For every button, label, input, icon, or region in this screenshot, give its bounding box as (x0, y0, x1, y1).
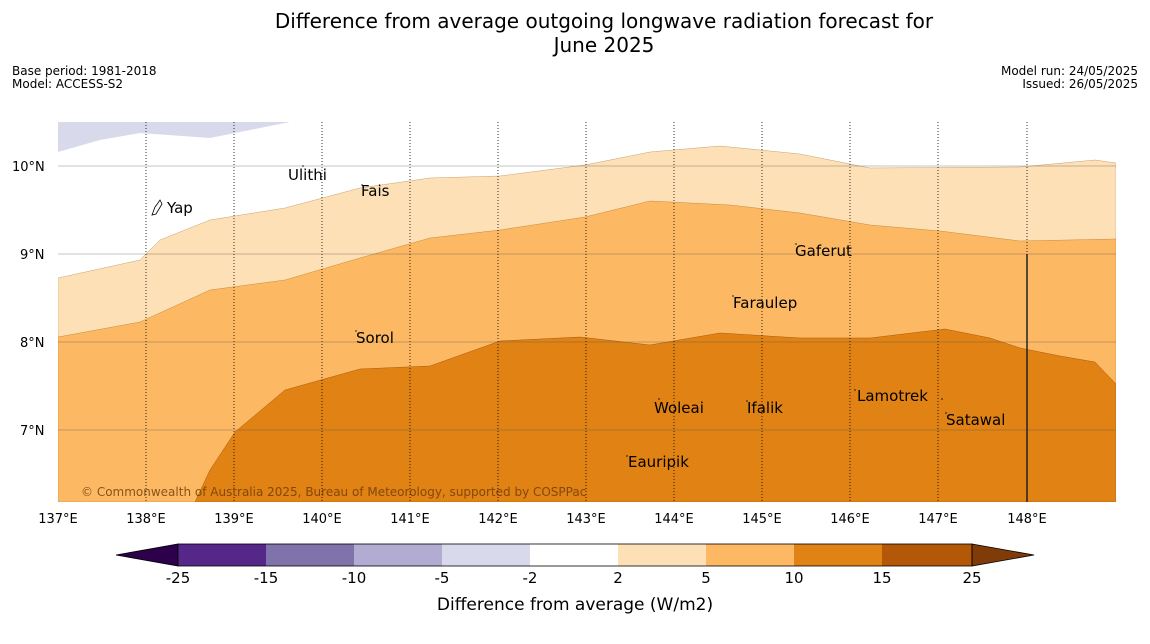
colorbar-tick: -15 (254, 569, 279, 587)
meta-right: Model run: 24/05/2025 Issued: 26/05/2025 (1001, 65, 1138, 91)
map-area: Yap Ulithi Fais Gaferut Faraulep Sorol W… (58, 122, 1116, 502)
place-label: Woleai (654, 399, 704, 417)
map-title-line2: June 2025 (553, 33, 655, 57)
lon-tick: 143°E (566, 512, 606, 527)
lon-tick: 148°E (1007, 512, 1047, 527)
place-label: Yap (166, 199, 193, 217)
map-title-line1: Difference from average outgoing longwav… (274, 9, 934, 33)
place-label: Ifalik (747, 399, 783, 417)
place-label: Gaferut (795, 242, 852, 260)
place-label: Eauripik (628, 453, 689, 471)
colorbar-ticks: -25 -15 -10 -5 -2 2 5 10 15 25 (166, 569, 982, 587)
lon-tick: 144°E (654, 512, 694, 527)
place-label: Lamotrek (857, 387, 928, 405)
colorbar-segment (530, 544, 618, 566)
lon-tick-labels: 137°E 138°E 139°E 140°E 141°E 142°E 143°… (38, 512, 1047, 527)
copyright-text: © Commonwealth of Australia 2025, Bureau… (81, 485, 586, 499)
colorbar-segment (178, 544, 266, 566)
colorbar-tick: 15 (872, 569, 891, 587)
lon-tick: 145°E (742, 512, 782, 527)
meta-left: Base period: 1981-2018 Model: ACCESS-S2 (12, 65, 157, 91)
yap-island-icon (151, 199, 163, 216)
colorbar-tick: 2 (613, 569, 623, 587)
graticule (145, 122, 1028, 502)
lon-tick: 139°E (214, 512, 254, 527)
colorbar-tick: 5 (701, 569, 711, 587)
colorbar-label: Difference from average (W/m2) (437, 595, 713, 615)
lon-tick: 138°E (126, 512, 166, 527)
island-marks (151, 165, 947, 457)
lat-tick: 10°N (12, 160, 45, 175)
colorbar-tick: 25 (962, 569, 981, 587)
lon-tick: 137°E (38, 512, 78, 527)
colorbar-segment (354, 544, 442, 566)
colorbar-tick: -25 (166, 569, 191, 587)
colorbar-outline (177, 543, 973, 567)
map-title: Difference from average outgoing longwav… (0, 9, 1150, 57)
lat-tick: 7°N (20, 424, 45, 439)
colorbar-segment (882, 544, 972, 566)
colorbar-segment (794, 544, 882, 566)
place-label: Fais (361, 182, 390, 200)
lat-tick: 8°N (20, 336, 45, 351)
colorbar-segment (618, 544, 706, 566)
place-labels: Yap Ulithi Fais Gaferut Faraulep Sorol W… (166, 166, 1005, 471)
colorbar-tick: -2 (523, 569, 538, 587)
base-period: Base period: 1981-2018 (12, 64, 157, 78)
place-label: Ulithi (288, 166, 327, 184)
colorbar-tick: -10 (342, 569, 367, 587)
lat-tick-labels: 10°N 9°N 8°N 7°N (12, 160, 45, 439)
colorbar-segment (266, 544, 354, 566)
lon-tick: 146°E (830, 512, 870, 527)
contour-10-15 (194, 328, 1116, 502)
colorbar (115, 543, 1035, 567)
colorbar-over-arrow (971, 543, 1035, 567)
issued-date: Issued: 26/05/2025 (1022, 77, 1138, 91)
model-name: Model: ACCESS-S2 (12, 77, 124, 91)
lon-tick: 140°E (302, 512, 342, 527)
colorbar-segment (442, 544, 530, 566)
lon-tick: 142°E (478, 512, 518, 527)
latitude-lines (58, 165, 1116, 431)
colorbar-tick: -5 (435, 569, 450, 587)
lat-tick: 9°N (20, 248, 45, 263)
lon-tick: 147°E (918, 512, 958, 527)
place-label: Faraulep (733, 294, 797, 312)
colorbar-tick: 10 (784, 569, 803, 587)
model-run: Model run: 24/05/2025 (1000, 64, 1138, 78)
place-label: Satawal (946, 411, 1005, 429)
contour-purple-patch (58, 122, 290, 152)
place-label: Sorol (356, 329, 394, 347)
lon-tick: 141°E (390, 512, 430, 527)
colorbar-under-arrow (115, 543, 179, 567)
colorbar-segment (706, 544, 794, 566)
